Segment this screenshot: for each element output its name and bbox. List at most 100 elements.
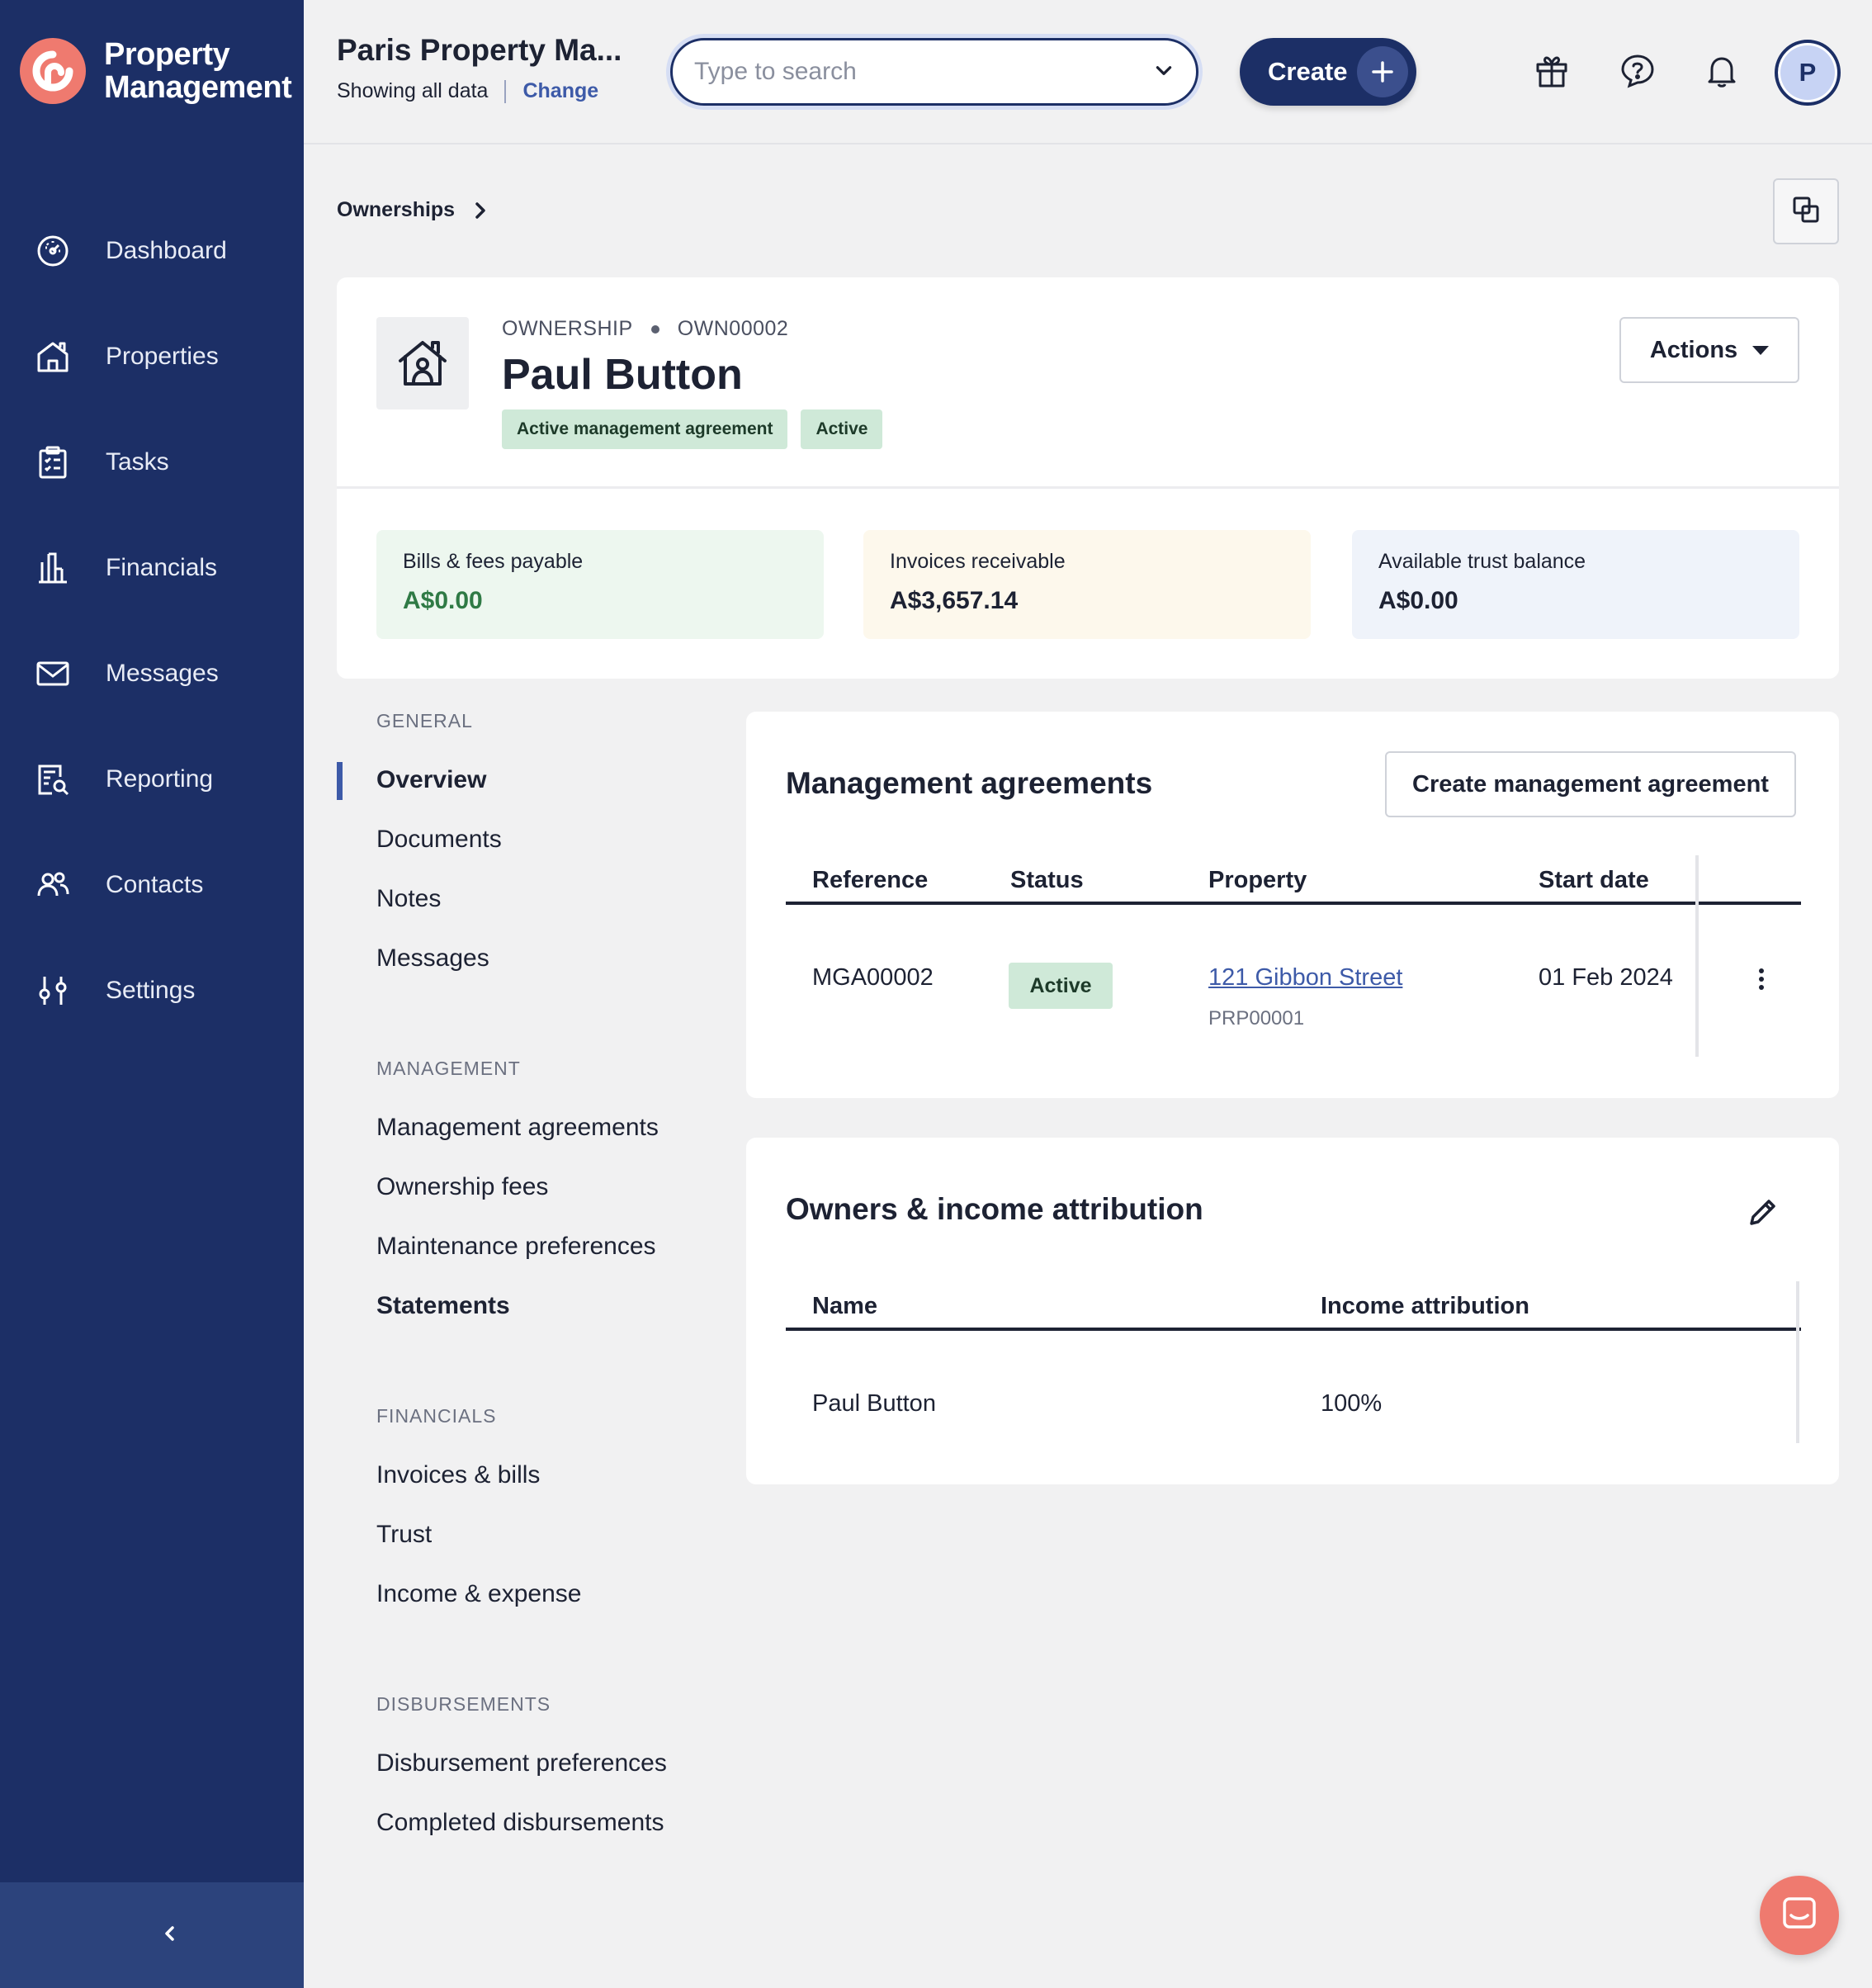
owners-income-card: Owners & income attribution Name Income … — [746, 1138, 1839, 1484]
sidebar-item-label: Tasks — [106, 448, 169, 476]
ownership-reference: OWN00002 — [677, 317, 789, 340]
sidebar-item-label: Financials — [106, 554, 218, 581]
sidebar-item-label: Dashboard — [106, 237, 227, 264]
column-header-status[interactable]: Status — [1010, 867, 1084, 893]
sidebar-item-financials[interactable]: Financials — [0, 515, 304, 621]
ownership-type-label: OWNERSHIP — [502, 317, 633, 340]
subnav-invoices-bills[interactable]: Invoices & bills — [376, 1461, 541, 1489]
dashboard-icon — [33, 231, 73, 271]
sidebar-item-reporting[interactable]: Reporting — [0, 727, 304, 832]
org-name: Paris Property Ma... — [337, 33, 622, 67]
breadcrumb-ownerships[interactable]: Ownerships — [337, 198, 456, 221]
owner-name: Paul Button — [812, 1390, 936, 1417]
actions-button[interactable]: Actions — [1619, 317, 1799, 383]
status-badge: Active management agreement — [502, 409, 788, 449]
sidebar-item-label: Settings — [106, 977, 196, 1004]
search-input[interactable] — [694, 58, 1153, 86]
stat-label: Bills & fees payable — [403, 550, 584, 573]
people-icon — [33, 865, 73, 905]
stat-trust-balance: Available trust balance A$0.00 — [1352, 530, 1799, 639]
stat-value: A$0.00 — [1378, 587, 1458, 614]
plus-icon — [1357, 46, 1408, 97]
status-badge: Active — [801, 409, 883, 449]
management-agreements-card: Management agreements Create management … — [746, 712, 1839, 1098]
property-link[interactable]: 121 Gibbon Street — [1208, 964, 1403, 991]
stat-bills-fees-payable: Bills & fees payable A$0.00 — [376, 530, 824, 639]
subnav-trust[interactable]: Trust — [376, 1521, 433, 1548]
brand-name-line1: Property — [104, 37, 230, 72]
divider — [504, 79, 507, 103]
column-header-reference[interactable]: Reference — [812, 867, 929, 893]
envelope-icon — [33, 654, 73, 693]
change-scope-link[interactable]: Change — [522, 79, 599, 102]
sidebar: Property Management Dashboard — [0, 0, 304, 1988]
subnav-income-expense[interactable]: Income & expense — [376, 1580, 582, 1607]
row-menu-icon[interactable] — [1745, 963, 1778, 996]
ownership-meta: OWNERSHIP OWN00002 — [502, 317, 788, 341]
subnav-documents[interactable]: Documents — [376, 826, 502, 853]
sidebar-item-tasks[interactable]: Tasks — [0, 409, 304, 515]
table-edge — [1796, 1281, 1799, 1443]
edit-pencil-icon[interactable] — [1747, 1195, 1780, 1233]
ownership-header: OWNERSHIP OWN00002 Paul Button Active ma… — [337, 277, 1839, 489]
page-title: Paul Button — [502, 351, 743, 399]
gift-icon[interactable] — [1529, 48, 1575, 94]
subnav-statements[interactable]: Statements — [376, 1292, 510, 1319]
sidebar-item-contacts[interactable]: Contacts — [0, 832, 304, 938]
subnav-completed-disbursements[interactable]: Completed disbursements — [376, 1809, 664, 1836]
brand[interactable]: Property Management — [20, 37, 292, 105]
brand-name: Property Management — [104, 37, 292, 105]
section-heading-financials: FINANCIALS — [376, 1405, 497, 1427]
subnav-management-agreements[interactable]: Management agreements — [376, 1114, 659, 1141]
ownership-header-card: OWNERSHIP OWN00002 Paul Button Active ma… — [337, 277, 1839, 679]
sidebar-collapse-button[interactable] — [0, 1882, 304, 1988]
house-icon — [33, 337, 73, 376]
bell-icon[interactable] — [1699, 48, 1745, 94]
stat-invoices-receivable: Invoices receivable A$3,657.14 — [863, 530, 1311, 639]
copy-button[interactable] — [1773, 178, 1839, 244]
chevron-down-icon[interactable] — [1153, 59, 1175, 85]
subnav-maintenance-preferences[interactable]: Maintenance preferences — [376, 1233, 656, 1260]
sidebar-item-messages[interactable]: Messages — [0, 621, 304, 727]
chat-launcher-button[interactable] — [1760, 1876, 1839, 1955]
column-header-property[interactable]: Property — [1208, 867, 1307, 893]
create-management-agreement-button[interactable]: Create management agreement — [1385, 751, 1796, 817]
section-heading-disbursements: DISBURSEMENTS — [376, 1693, 551, 1715]
table-header: Reference Status Property Start date — [786, 855, 1801, 905]
global-search[interactable] — [670, 38, 1198, 106]
bank-icon — [33, 548, 73, 588]
ownership-house-icon — [376, 317, 469, 409]
section-heading-management: MANAGEMENT — [376, 1058, 521, 1079]
org-scope: Showing all data Change — [337, 79, 622, 103]
sidebar-item-properties[interactable]: Properties — [0, 304, 304, 409]
stat-value: A$0.00 — [403, 587, 483, 614]
actions-button-label: Actions — [1649, 336, 1738, 363]
column-header-name[interactable]: Name — [812, 1293, 877, 1319]
user-avatar[interactable]: P — [1775, 40, 1841, 106]
agreement-start-date: 01 Feb 2024 — [1539, 964, 1673, 991]
sidebar-nav: Dashboard Properties Tasks — [0, 198, 304, 1044]
topbar: Paris Property Ma... Showing all data Ch… — [304, 0, 1872, 144]
create-button[interactable]: Create — [1240, 38, 1416, 106]
caret-down-icon — [1752, 345, 1770, 355]
sidebar-item-label: Contacts — [106, 871, 204, 898]
column-header-income-attribution[interactable]: Income attribution — [1321, 1293, 1529, 1319]
column-header-start-date[interactable]: Start date — [1539, 867, 1649, 893]
help-icon[interactable] — [1614, 48, 1661, 94]
subnav-overview[interactable]: Overview — [337, 750, 716, 810]
sidebar-item-dashboard[interactable]: Dashboard — [0, 198, 304, 304]
sidebar-item-label: Properties — [106, 343, 219, 370]
status-badge: Active — [1009, 963, 1113, 1009]
org-switcher: Paris Property Ma... Showing all data Ch… — [337, 33, 622, 103]
scope-label: Showing all data — [337, 79, 489, 102]
subnav-messages[interactable]: Messages — [376, 944, 489, 972]
card-title: Owners & income attribution — [786, 1192, 1203, 1226]
card-title: Management agreements — [786, 766, 1153, 800]
subnav-notes[interactable]: Notes — [376, 885, 442, 912]
sidebar-item-settings[interactable]: Settings — [0, 938, 304, 1044]
ownership-subnav: GENERAL Overview Documents Notes Message… — [337, 710, 716, 1853]
subnav-disbursement-preferences[interactable]: Disbursement preferences — [376, 1749, 667, 1777]
brand-name-line2: Management — [104, 70, 292, 105]
subnav-ownership-fees[interactable]: Ownership fees — [376, 1173, 549, 1200]
